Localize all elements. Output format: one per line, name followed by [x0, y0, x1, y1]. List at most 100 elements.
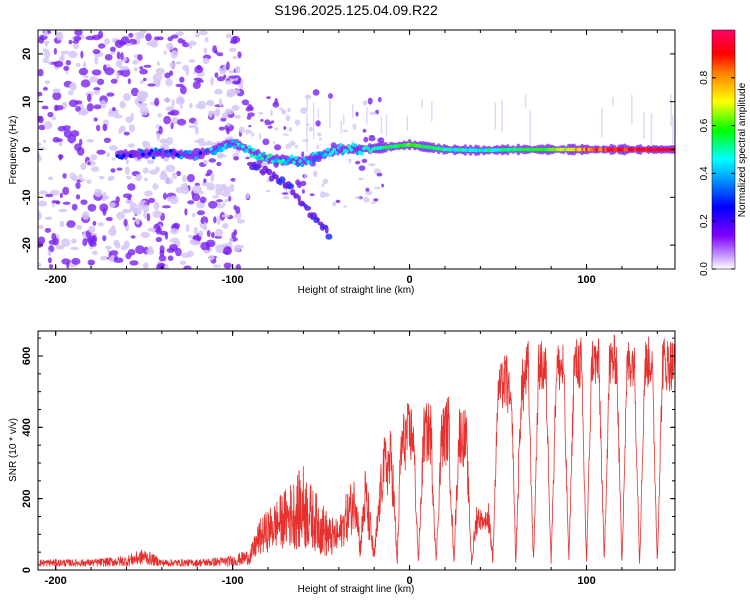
signal-core [228, 144, 232, 149]
noise-speckle [194, 33, 200, 38]
noise-speckle [196, 64, 202, 71]
colorbar-tick-label: 0.2 [699, 214, 710, 228]
noise-speckle [154, 97, 160, 107]
noise-speckle [49, 189, 60, 196]
noise-speckle [206, 243, 210, 251]
signal-core [247, 145, 252, 149]
noise-speckle [179, 260, 187, 266]
noise-speckle [120, 68, 131, 77]
noise-speckle [220, 185, 228, 192]
noise-speckle [61, 258, 71, 265]
noise-speckle [251, 132, 255, 137]
noise-speckle [170, 227, 179, 235]
noise-speckle [111, 157, 116, 161]
noise-speckle [270, 120, 275, 124]
noise-speckle [233, 229, 238, 236]
signal-core [313, 157, 317, 162]
noise-speckle [355, 160, 361, 165]
noise-speckle [278, 107, 284, 111]
signal-core [347, 144, 351, 149]
noise-speckle [108, 175, 115, 181]
signal-core [302, 156, 307, 161]
noise-speckle [191, 193, 201, 202]
noise-speckle [381, 183, 384, 188]
noise-streak [643, 112, 645, 139]
noise-speckle [156, 61, 160, 66]
noise-speckle [196, 79, 204, 83]
noise-speckle [358, 165, 366, 171]
noise-speckle [146, 247, 155, 255]
noise-speckle [322, 178, 329, 185]
noise-speckle [247, 104, 253, 110]
signal-core [349, 147, 354, 152]
noise-speckle [182, 175, 187, 183]
noise-speckle [74, 30, 83, 36]
noise-speckle [99, 203, 109, 212]
noise-speckle [130, 235, 136, 239]
noise-speckle [119, 100, 126, 109]
noise-speckle [156, 132, 161, 141]
noise-speckle [155, 166, 160, 173]
noise-streak [306, 113, 308, 152]
noise-speckle [228, 195, 232, 202]
y-tick-label: -20 [21, 237, 33, 253]
x-tick-label: -200 [45, 274, 67, 286]
noise-speckle [244, 129, 252, 135]
noise-speckle [163, 97, 171, 103]
signal-core [168, 148, 173, 153]
noise-speckle [200, 216, 209, 225]
noise-speckle [133, 67, 138, 72]
noise-speckle [43, 121, 53, 130]
noise-speckle [176, 170, 182, 177]
noise-speckle [91, 250, 98, 256]
noise-speckle [128, 32, 134, 38]
noise-speckle [75, 62, 81, 67]
noise-speckle [191, 212, 196, 218]
noise-speckle [82, 61, 87, 70]
noise-speckle [80, 162, 87, 171]
colorbar-tick-label: 0.4 [699, 166, 710, 180]
noise-speckle [120, 52, 124, 61]
noise-speckle [216, 188, 223, 196]
noise-speckle [103, 64, 107, 72]
y-tick-label: 20 [21, 48, 33, 60]
noise-speckle [132, 59, 139, 65]
noise-speckle [189, 102, 193, 109]
noise-speckle [62, 186, 70, 196]
noise-speckle [88, 225, 96, 234]
noise-speckle [90, 232, 97, 236]
noise-speckle [369, 112, 377, 115]
noise-speckle [142, 167, 149, 174]
snr-xlabel: Height of straight line (km) [298, 584, 415, 595]
noise-speckle [211, 232, 215, 238]
noise-speckle [183, 265, 192, 269]
branch-mark [266, 168, 273, 176]
noise-speckle [246, 115, 252, 120]
noise-speckle [224, 108, 234, 115]
noise-speckle [169, 195, 179, 205]
noise-speckle [258, 133, 262, 141]
noise-speckle [79, 178, 86, 182]
noise-speckle [322, 192, 330, 198]
noise-speckle [75, 181, 81, 190]
noise-speckle [44, 80, 51, 85]
noise-speckle [158, 125, 163, 135]
colorbar-ticks: 0.0 0.2 0.4 0.6 0.8 [699, 70, 735, 276]
noise-speckle [248, 125, 252, 128]
noise-speckle [216, 199, 223, 203]
noise-speckle [60, 50, 70, 55]
noise-speckle [215, 187, 219, 196]
noise-speckle [167, 255, 174, 261]
noise-speckle [65, 60, 72, 66]
noise-speckle [48, 61, 52, 65]
noise-speckle [335, 199, 341, 204]
noise-speckle [198, 141, 207, 147]
noise-speckle [96, 78, 105, 86]
noise-speckle [123, 218, 128, 227]
noise-speckle [85, 35, 96, 41]
noise-speckle [377, 96, 382, 103]
noise-speckle [187, 200, 195, 205]
noise-speckle [188, 234, 194, 239]
noise-speckle [281, 109, 287, 115]
noise-speckle [308, 126, 313, 132]
